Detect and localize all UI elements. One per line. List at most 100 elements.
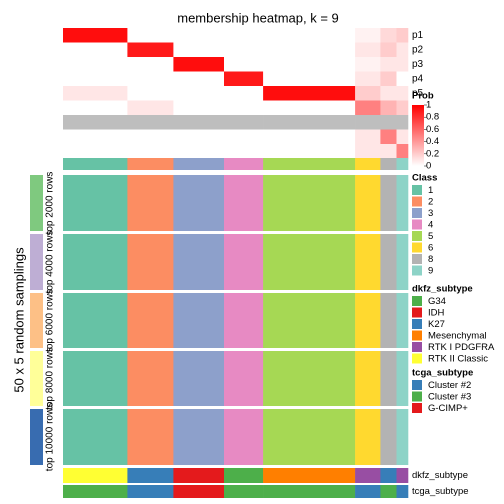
membership-cell [224,57,264,72]
legend-label: 8 [428,254,433,265]
row-label: p3 [412,59,424,70]
legend-label: 9 [428,266,433,277]
legend-swatch [412,265,422,276]
annotation-cell [173,485,225,498]
membership-cell [263,28,356,43]
legend-tick-label: 1 [426,100,431,111]
legend-swatch [412,296,422,306]
membership-cell [63,28,128,43]
heat-block [355,293,381,348]
membership-cell [396,42,409,57]
legend-label: 5 [428,231,433,242]
membership-cell [63,42,128,57]
group-bar [30,351,43,406]
annotation-cell [380,468,397,483]
group-label: top 8000 rows [45,347,56,410]
membership-cell [224,42,264,57]
heat-block [396,234,409,290]
heat-block [263,351,356,406]
membership-cell [396,129,409,144]
row-label: p1 [412,30,424,41]
membership-cell [355,57,381,72]
heat-block [127,234,174,290]
membership-cell [263,71,356,86]
legend-tick-label: 0.2 [426,148,439,159]
membership-cell [380,71,397,86]
row-label: p2 [412,44,424,55]
heat-block [224,293,264,348]
chart-title: membership heatmap, k = 9 [177,10,339,25]
legend-label: RTK I PDGFRA [428,342,495,353]
heat-block [173,175,225,231]
membership-cell [173,28,225,43]
membership-cell [396,28,409,43]
membership-cell [380,100,397,115]
membership-cell [127,71,174,86]
membership-cell [63,100,128,115]
membership-cell [63,115,128,130]
legend-swatch [412,330,422,341]
heat-block [355,351,381,406]
membership-cell [127,144,174,159]
heat-block [263,409,356,465]
membership-cell [396,100,409,115]
heat-block [63,409,128,465]
class-bar [127,158,174,170]
membership-cell [355,42,381,57]
membership-cell [224,86,264,101]
membership-cell [355,144,381,159]
legend-swatch [412,196,422,207]
group-label: top 4000 rows [45,231,56,294]
legend-label: 2 [428,197,433,208]
membership-cell [63,57,128,72]
legend-label: 4 [428,220,433,231]
membership-cell [355,71,381,86]
heat-block [380,409,397,465]
membership-cell [355,100,381,115]
legend-label: Cluster #3 [428,392,471,403]
legend-swatch [412,242,422,253]
legend-title: tcga_subtype [412,368,473,379]
membership-cell [127,28,174,43]
membership-cell [173,71,225,86]
membership-cell [380,28,397,43]
legend-swatch [412,353,422,364]
annotation-cell [127,485,174,498]
annotation-label: tcga_subtype [412,486,469,497]
membership-cell [173,115,225,130]
class-bar [396,158,409,170]
membership-cell [127,42,174,57]
membership-cell [355,28,381,43]
membership-cell [63,129,128,144]
row-label: p4 [412,73,424,84]
membership-cell [224,71,264,86]
legend-swatch [412,185,422,195]
legend-label: Cluster #2 [428,380,471,391]
y-axis-label: 50 x 5 random samplings [11,247,26,393]
group-bar [30,234,43,290]
membership-cell [224,115,264,130]
legend-swatch [412,254,422,264]
legend-title: Prob [412,91,434,102]
heat-block [396,293,409,348]
membership-cell [396,86,409,101]
heat-block [63,293,128,348]
heat-block [380,293,397,348]
membership-cell [127,129,174,144]
annotation-cell [396,468,409,483]
annotation-cell [355,485,381,498]
group-bar [30,409,43,465]
annotation-cell [263,468,356,483]
membership-cell [263,100,356,115]
legend-swatch [412,219,422,230]
membership-cell [173,86,225,101]
class-bar [355,158,381,170]
membership-cell [173,42,225,57]
membership-cell [127,115,174,130]
membership-cell [380,144,397,159]
heat-block [396,175,409,231]
legend-label: RTK II Classic [428,354,488,365]
heat-block [173,351,225,406]
membership-cell [173,129,225,144]
annotation-cell [396,485,409,498]
